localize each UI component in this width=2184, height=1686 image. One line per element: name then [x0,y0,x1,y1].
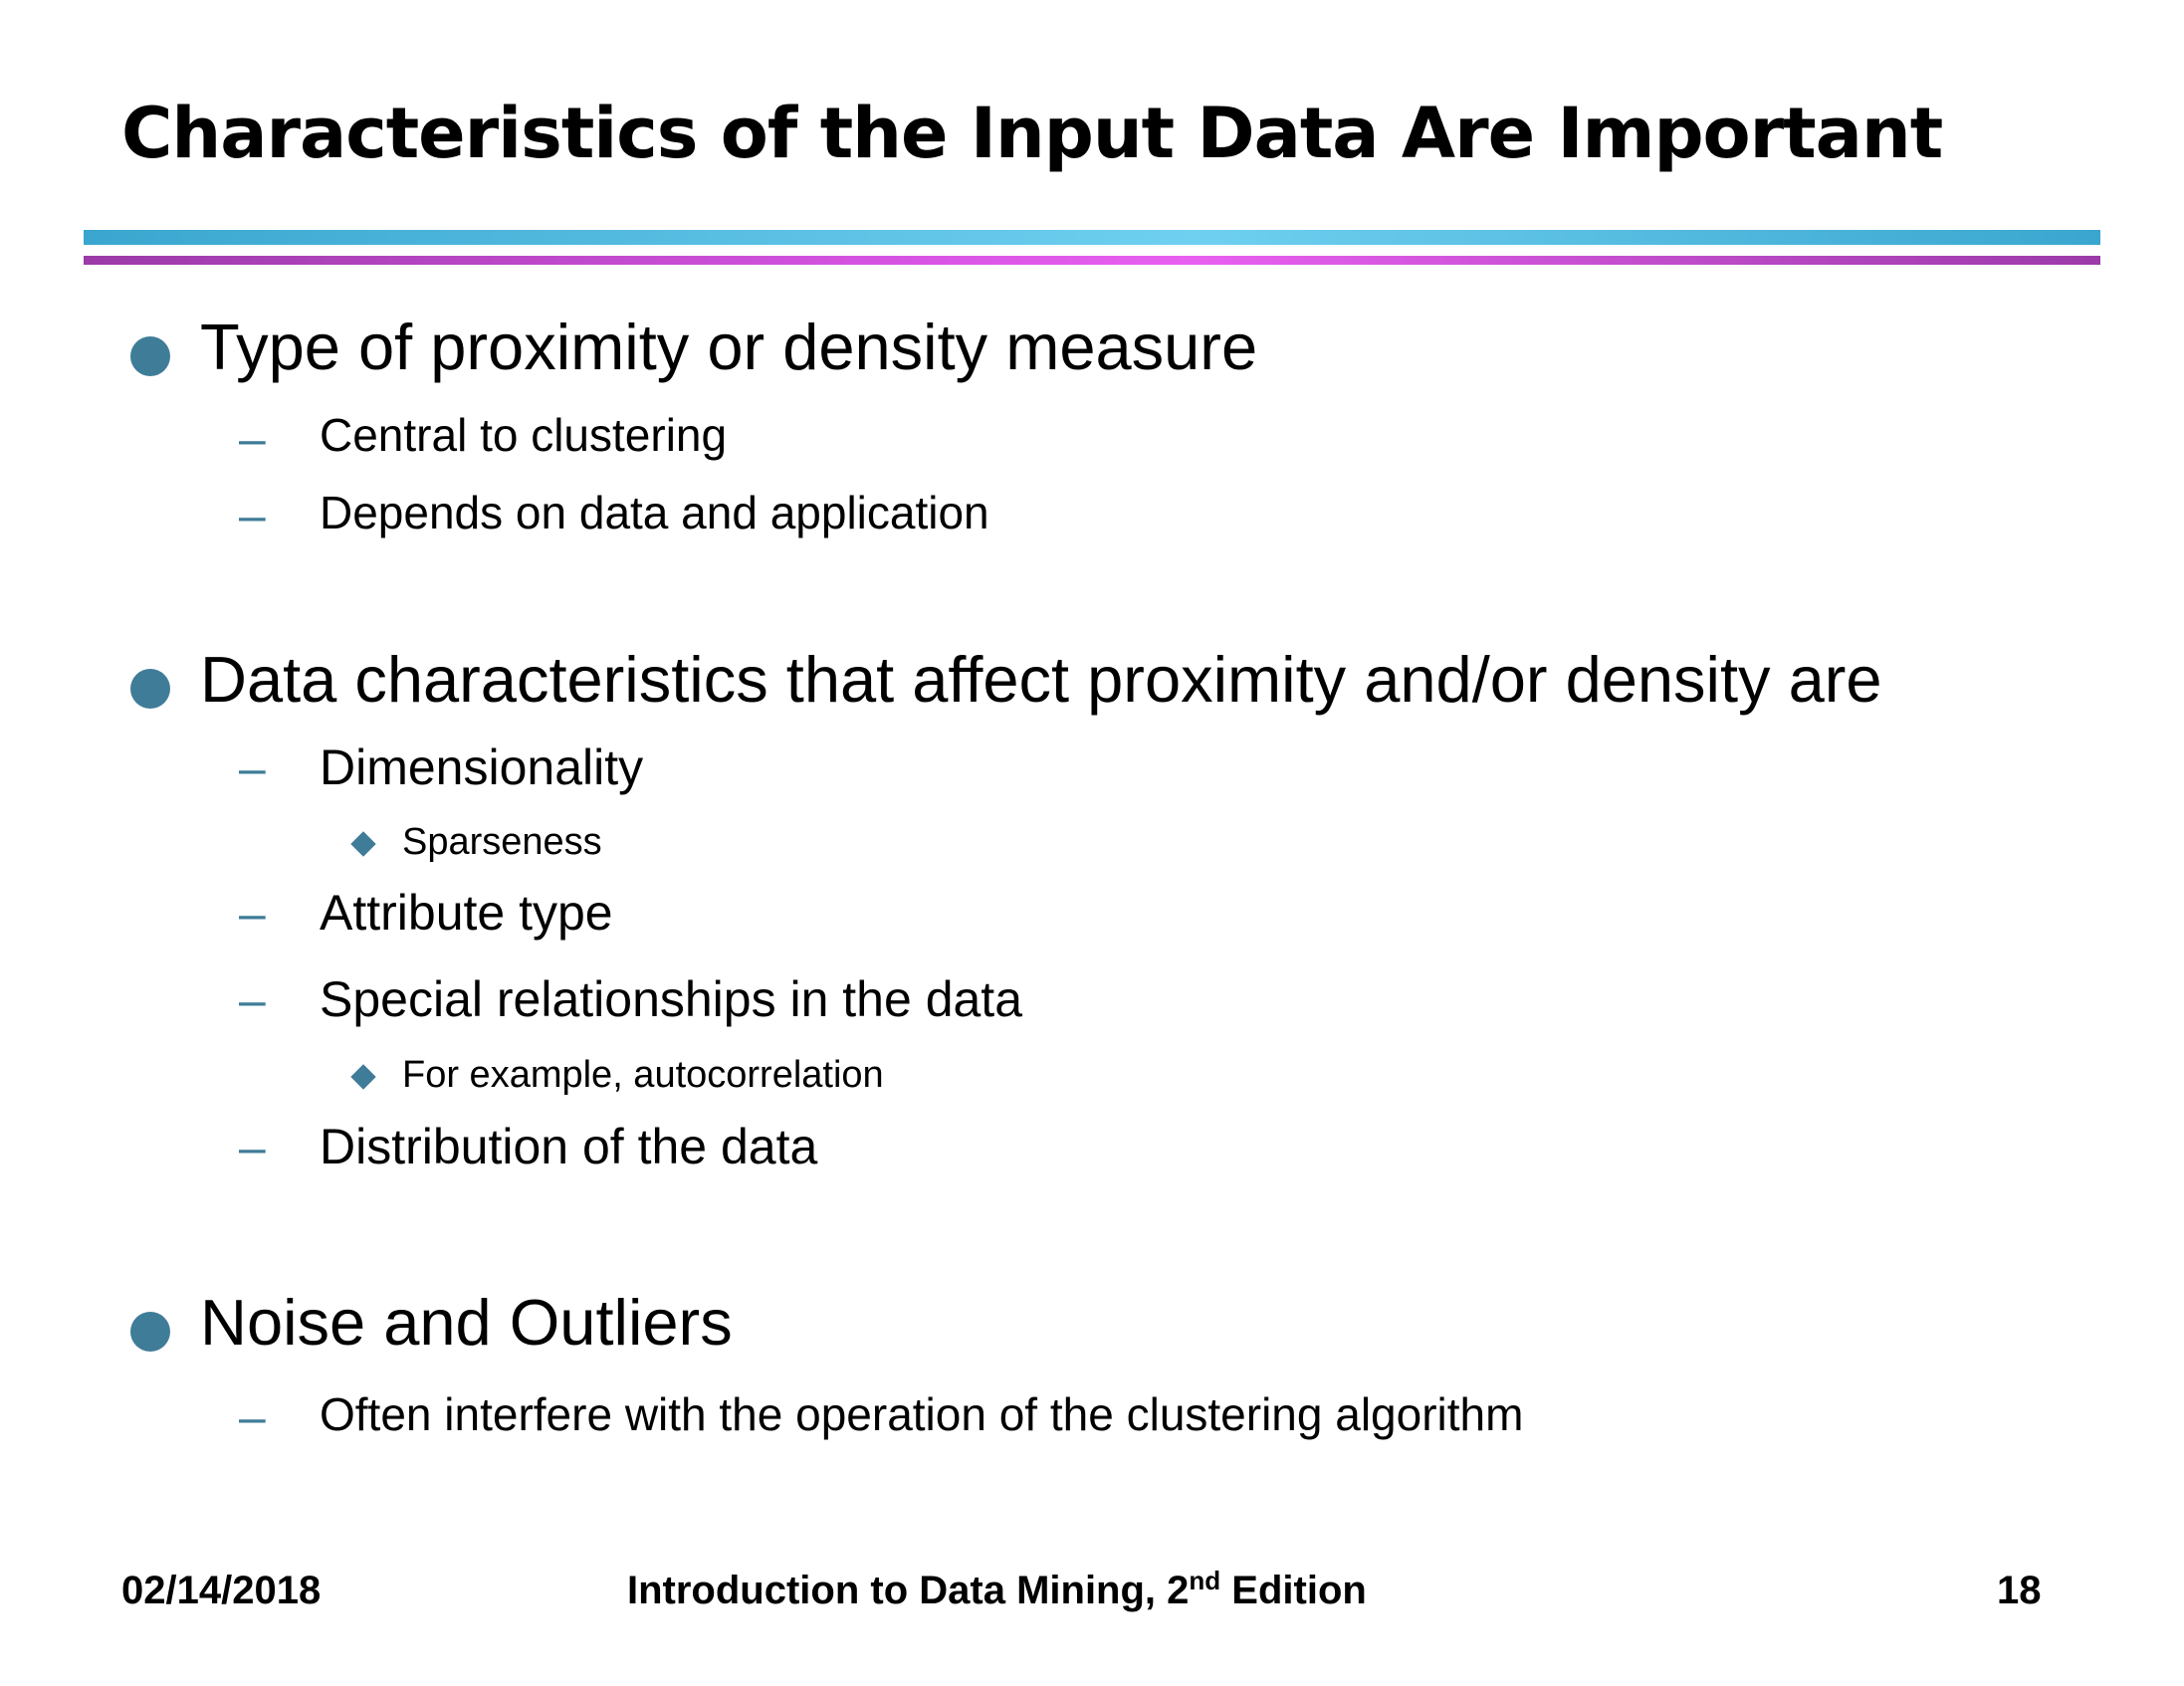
bullet-item: Noise and Outliers [200,1286,733,1359]
dash-icon: – [239,974,266,1027]
sub-sub-bullet-item: For example, autocorrelation [402,1054,884,1096]
sub-bullet-item: Distribution of the data [320,1119,818,1174]
sub-bullet-item: Dimensionality [320,739,644,795]
diamond-bullet-icon [350,1064,376,1090]
sub-bullet-item: Attribute type [320,885,613,941]
title-divider-blue [84,230,2100,245]
bullet-circle-icon [130,669,170,709]
bullet-circle-icon [130,1312,170,1352]
sub-bullet-item: Central to clustering [320,409,728,461]
sub-bullet-item: Depends on data and application [320,487,989,538]
title-divider-magenta [84,256,2100,265]
slide-title: Characteristics of the Input Data Are Im… [121,93,1943,174]
footer-page-number: 18 [1997,1569,2042,1612]
sub-sub-bullet-item: Sparseness [402,821,602,863]
dash-icon: – [239,1391,266,1444]
bullet-item: Data characteristics that affect proximi… [200,643,1882,716]
dash-icon: – [239,1122,266,1174]
sub-bullet-item: Often interfere with the operation of th… [320,1388,1524,1440]
bullet-item: Type of proximity or density measure [200,311,1258,383]
footer-book-prefix: Introduction to Data Mining, 2 [627,1569,1190,1612]
bullet-circle-icon [130,336,170,376]
footer-book-sup: nd [1189,1566,1221,1595]
dash-icon: – [239,413,266,466]
diamond-bullet-icon [350,831,376,857]
footer-book-title: Introduction to Data Mining, 2nd Edition [627,1567,1367,1614]
dash-icon: – [239,490,266,542]
dash-icon: – [239,888,266,941]
dash-icon: – [239,742,266,795]
sub-bullet-item: Special relationships in the data [320,971,1023,1027]
footer-date: 02/14/2018 [121,1569,322,1612]
footer-book-suffix: Edition [1220,1569,1367,1612]
